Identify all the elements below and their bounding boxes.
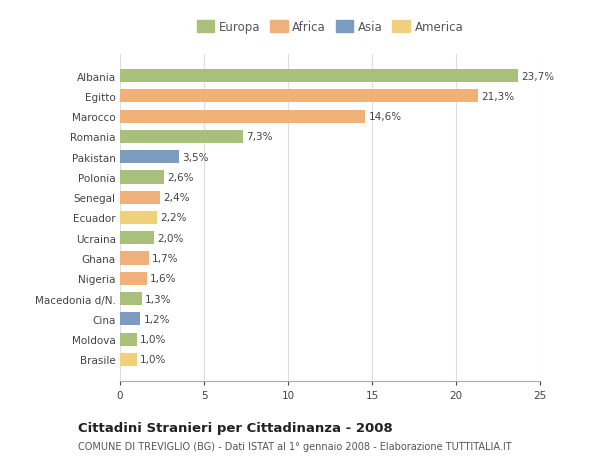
Bar [120, 130, 242, 144]
Text: 1,7%: 1,7% [152, 253, 178, 263]
Text: 1,0%: 1,0% [140, 334, 167, 344]
Text: 3,5%: 3,5% [182, 152, 209, 162]
Text: 23,7%: 23,7% [521, 72, 554, 81]
Bar [120, 292, 142, 306]
Bar [120, 252, 149, 265]
Text: 1,2%: 1,2% [143, 314, 170, 324]
Legend: Europa, Africa, Asia, America: Europa, Africa, Asia, America [194, 19, 466, 36]
Text: 2,6%: 2,6% [167, 173, 194, 183]
Text: 1,6%: 1,6% [150, 274, 177, 284]
Bar [120, 232, 154, 245]
Bar [120, 151, 179, 164]
Text: 1,3%: 1,3% [145, 294, 172, 304]
Text: 2,4%: 2,4% [164, 193, 190, 203]
Text: 7,3%: 7,3% [246, 132, 272, 142]
Text: 2,2%: 2,2% [160, 213, 187, 223]
Text: 21,3%: 21,3% [481, 92, 514, 102]
Text: COMUNE DI TREVIGLIO (BG) - Dati ISTAT al 1° gennaio 2008 - Elaborazione TUTTITAL: COMUNE DI TREVIGLIO (BG) - Dati ISTAT al… [78, 441, 512, 451]
Text: Cittadini Stranieri per Cittadinanza - 2008: Cittadini Stranieri per Cittadinanza - 2… [78, 421, 393, 434]
Text: 14,6%: 14,6% [368, 112, 402, 122]
Bar [120, 70, 518, 83]
Bar [120, 353, 137, 366]
Bar [120, 90, 478, 103]
Bar [120, 191, 160, 204]
Bar [120, 333, 137, 346]
Text: 2,0%: 2,0% [157, 233, 184, 243]
Bar [120, 171, 164, 184]
Bar [120, 313, 140, 326]
Bar [120, 212, 157, 224]
Text: 1,0%: 1,0% [140, 355, 167, 364]
Bar [120, 272, 147, 285]
Bar [120, 110, 365, 123]
